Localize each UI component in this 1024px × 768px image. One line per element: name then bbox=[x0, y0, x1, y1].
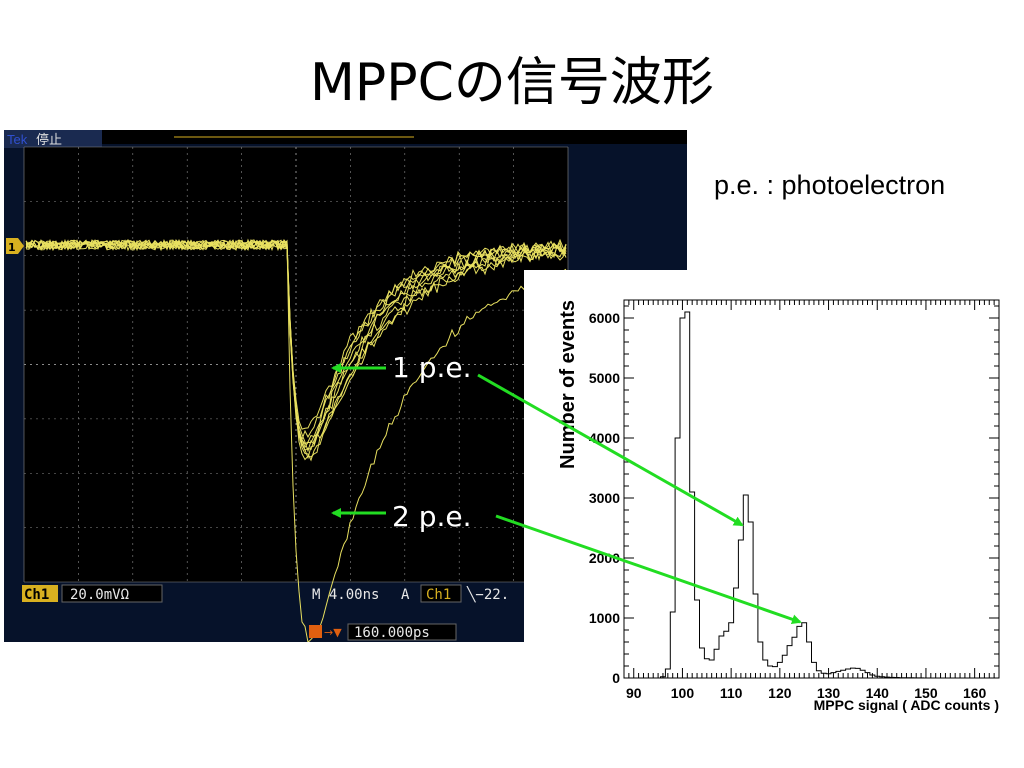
x-axis-label: MPPC signal ( ADC counts ) bbox=[814, 697, 999, 713]
delay-readout: 160.000ps bbox=[354, 625, 430, 641]
pe1-label: 1 p.e. bbox=[392, 351, 472, 384]
trigger-source: Ch1 bbox=[426, 587, 451, 603]
scope-traces bbox=[25, 238, 567, 644]
scope-trace bbox=[25, 239, 567, 445]
y-tick-label: 2000 bbox=[589, 550, 620, 566]
trigger-level: ╲−22. bbox=[466, 586, 509, 603]
y-tick-label: 3000 bbox=[589, 490, 620, 506]
delay-icon bbox=[309, 625, 322, 638]
x-tick-label: 120 bbox=[768, 685, 792, 701]
histogram-series bbox=[660, 311, 929, 679]
svg-text:→▼: →▼ bbox=[324, 626, 342, 639]
photoelectron-note: p.e. : photoelectron bbox=[714, 170, 946, 200]
x-tick-label: 150 bbox=[914, 685, 938, 701]
x-tick-label: 160 bbox=[963, 685, 987, 701]
y-tick-label: 6000 bbox=[589, 310, 620, 326]
x-tick-label: 100 bbox=[671, 685, 695, 701]
adc-histogram: 90 100 110 120 130 140 150 160 0 1000 2000 3000 4000… bbox=[524, 270, 1024, 740]
tek-logo: Tek bbox=[7, 132, 28, 147]
y-axis-label: Number of events bbox=[557, 300, 579, 469]
scope-status: 停止 bbox=[36, 132, 62, 148]
scope-trace bbox=[25, 239, 567, 644]
x-tick-label: 130 bbox=[817, 685, 841, 701]
x-tick-label: 140 bbox=[866, 685, 890, 701]
page-title: MPPCの信号波形 bbox=[310, 53, 714, 113]
y-tick-label: 0 bbox=[612, 670, 620, 686]
y-tick-label: 4000 bbox=[589, 430, 620, 446]
y-tick-label: 1000 bbox=[589, 610, 620, 626]
y-tick-label: 5000 bbox=[589, 370, 620, 386]
channel-scale: 20.0mVΩ bbox=[70, 587, 129, 603]
pe2-label: 2 p.e. bbox=[392, 500, 472, 533]
channel-marker-label: 1 bbox=[8, 241, 16, 254]
timebase-readout: M 4.00ns bbox=[312, 587, 379, 603]
trigger-mode: A bbox=[401, 587, 410, 603]
channel-marker-icon bbox=[6, 238, 24, 254]
channel-label: Ch1 bbox=[24, 587, 49, 603]
x-tick-label: 90 bbox=[626, 685, 642, 701]
x-tick-label: 110 bbox=[720, 685, 743, 701]
